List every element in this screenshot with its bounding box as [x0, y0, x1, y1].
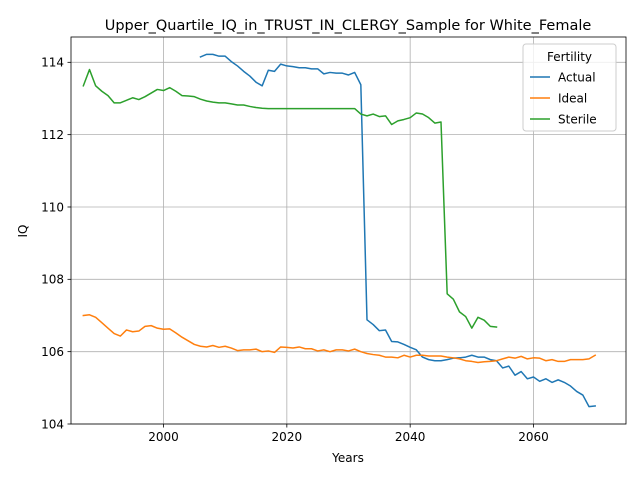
- x-tick-label: 2000: [148, 430, 179, 444]
- chart-title: Upper_Quartile_IQ_in_TRUST_IN_CLERGY_Sam…: [105, 18, 592, 34]
- y-tick-label: 104: [41, 417, 64, 431]
- y-tick-label: 110: [41, 200, 64, 214]
- plot-frame: [70, 36, 627, 425]
- legend: Fertility Actual Ideal Sterile: [522, 43, 617, 132]
- series-line-sterile: [82, 68, 498, 329]
- data-series: [82, 53, 597, 408]
- y-axis: 104 106 108 110 112 114: [41, 56, 71, 431]
- x-axis: 2000 2020 2040 2060: [148, 424, 549, 444]
- x-axis-title: Years: [331, 451, 364, 465]
- y-axis-title: IQ: [16, 225, 30, 238]
- y-tick-label: 112: [41, 128, 64, 142]
- legend-box: [522, 43, 617, 132]
- series-line-ideal: [82, 314, 597, 364]
- y-tick-label: 108: [41, 273, 64, 287]
- series-line-actual: [199, 53, 597, 408]
- y-tick-label: 114: [41, 56, 64, 70]
- legend-title: Fertility: [547, 50, 592, 64]
- y-tick-label: 106: [41, 345, 64, 359]
- legend-label-sterile: Sterile: [558, 113, 597, 127]
- legend-label-ideal: Ideal: [558, 92, 587, 106]
- x-tick-label: 2020: [272, 430, 303, 444]
- x-tick-label: 2060: [518, 430, 549, 444]
- legend-label-actual: Actual: [558, 71, 596, 85]
- x-tick-label: 2040: [395, 430, 426, 444]
